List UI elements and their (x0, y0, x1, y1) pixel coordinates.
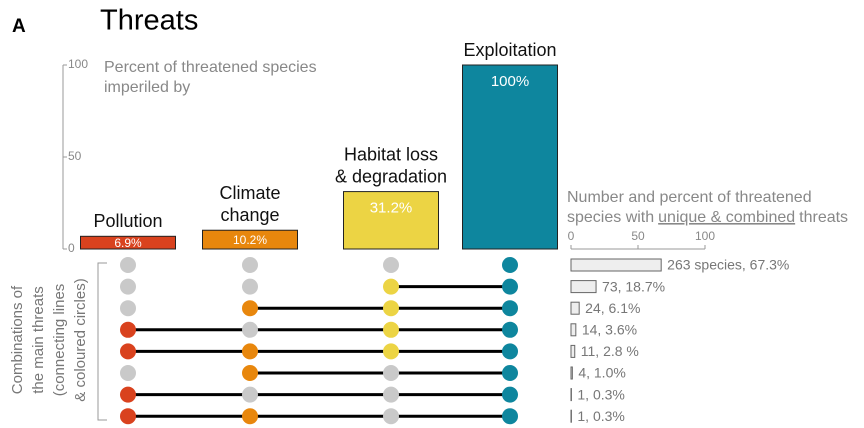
bar (202, 229, 298, 250)
bar (570, 258, 662, 272)
dot (120, 321, 136, 338)
y-tick-label: 100 (68, 57, 88, 71)
value-label: 24, 6.1% (585, 300, 640, 316)
y-tick-label: 0 (68, 241, 75, 255)
bar (570, 366, 573, 380)
x-tick-label: 50 (631, 229, 645, 243)
bracket (97, 262, 107, 421)
dot (502, 300, 518, 317)
dot (383, 386, 399, 403)
value-label: 31.2% (370, 200, 413, 217)
matrix-caption: Combinations of the main threats (connecti… (9, 278, 89, 401)
category-label: change (220, 205, 279, 225)
dot (383, 365, 399, 381)
dot (383, 408, 399, 425)
bar (343, 191, 439, 250)
value-label: 100% (491, 73, 529, 90)
x-tick-label: 100 (695, 229, 715, 243)
dot (242, 343, 258, 360)
dot (120, 343, 136, 360)
dot (502, 321, 518, 338)
dot (383, 257, 399, 273)
bar (462, 64, 558, 250)
dot (120, 257, 136, 273)
panel-label: A (12, 16, 26, 37)
value-label: 1, 0.3% (577, 408, 624, 424)
dot (502, 408, 518, 425)
value-label: 11, 2.8 % (581, 343, 639, 359)
dot (502, 257, 518, 273)
y-axis-label: Percent of threatened species (104, 59, 317, 76)
value-label: 73, 18.7% (602, 278, 665, 294)
dot (242, 278, 258, 295)
dot (383, 321, 399, 338)
value-label: 4, 1.0% (578, 365, 625, 381)
dot (502, 386, 518, 403)
x-axis-label: Number and percent of threatened (567, 189, 812, 206)
matrix-label: & coloured circles) (72, 278, 89, 401)
bar (570, 323, 577, 337)
dot (242, 257, 258, 273)
dot (383, 343, 399, 360)
dot (242, 408, 258, 425)
value-label: 1, 0.3% (577, 386, 624, 402)
value-label: 263 species, 67.3% (667, 257, 789, 273)
bar (570, 301, 580, 315)
dot (120, 386, 136, 403)
chart-title: Threats (100, 5, 198, 37)
dot (502, 343, 518, 360)
dot (242, 321, 258, 338)
x-axis-label-underlined: unique & combined (658, 209, 795, 226)
dot (120, 408, 136, 425)
dot (120, 278, 136, 295)
bar (570, 280, 597, 294)
matrix-label: the main threats (30, 286, 47, 394)
dot (383, 300, 399, 317)
category-label: Pollution (93, 211, 162, 231)
dot (120, 365, 136, 381)
value-label: 6.9% (114, 236, 142, 250)
y-axis-label: imperiled by (104, 79, 190, 96)
matrix-label: (connecting lines (51, 284, 68, 397)
dot (120, 300, 136, 317)
dot (242, 300, 258, 317)
x-axis-label: species with unique & combined threats (567, 209, 848, 226)
category-label: Exploitation (463, 40, 556, 60)
value-label: 10.2% (233, 233, 267, 247)
category-label: & degradation (335, 166, 447, 186)
category-label: Habitat loss (344, 144, 438, 164)
category-label: Climate (219, 183, 280, 203)
dot (502, 365, 518, 381)
y-tick-label: 50 (68, 149, 82, 163)
x-axis-label-end: threats (799, 209, 848, 226)
bar (570, 344, 576, 358)
dot (242, 365, 258, 381)
matrix-label: Combinations of (9, 285, 26, 394)
x-tick-label: 0 (568, 229, 575, 243)
dot (502, 278, 518, 295)
bar (80, 235, 176, 250)
dot (383, 278, 399, 295)
value-label: 14, 3.6% (582, 322, 637, 338)
dot (242, 386, 258, 403)
